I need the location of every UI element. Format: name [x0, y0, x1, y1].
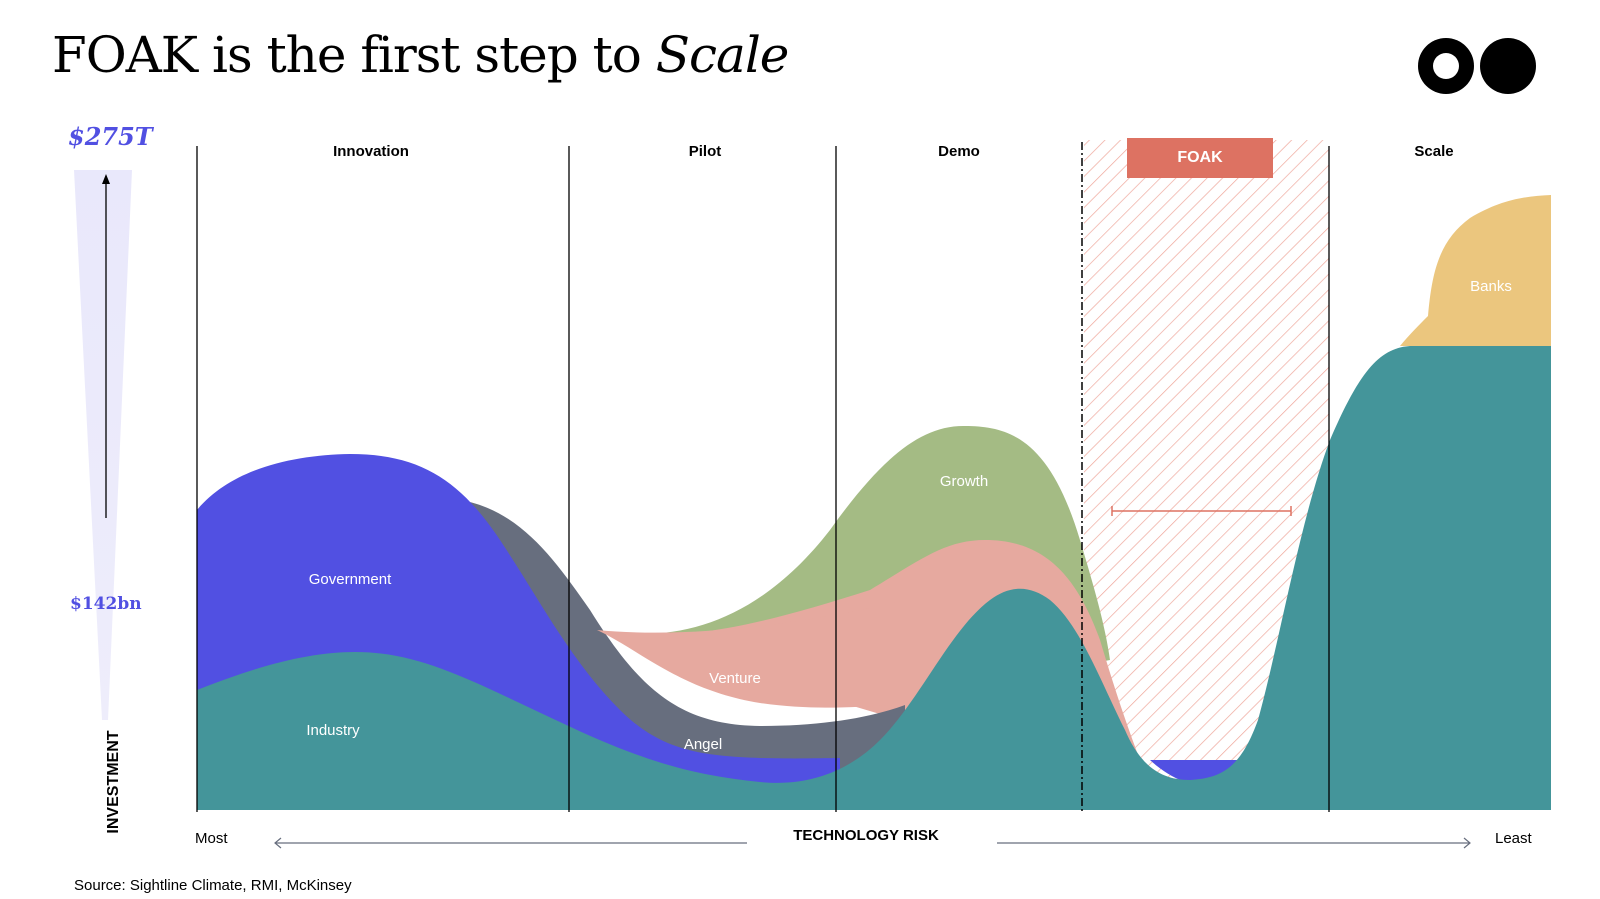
phase-innovation: Innovation	[333, 143, 409, 160]
y-axis-label: INVESTMENT	[105, 730, 122, 834]
label-venture: Venture	[709, 670, 761, 687]
title-text: FOAK is the first step to	[52, 26, 656, 84]
phase-demo: Demo	[938, 143, 980, 160]
label-angel: Angel	[683, 736, 723, 753]
label-growth: Growth	[939, 473, 989, 490]
page-title: FOAK is the first step to Scale	[52, 30, 789, 80]
x-axis-least: Least	[1495, 830, 1532, 847]
title-emphasis: Scale	[655, 26, 790, 84]
label-industry: Industry	[306, 722, 360, 739]
source-note: Source: Sightline Climate, RMI, McKinsey	[74, 877, 352, 894]
investment-top-value: $275T	[68, 122, 153, 151]
phase-scale: Scale	[1414, 143, 1454, 160]
arrow-head-icon	[102, 174, 110, 184]
ring-icon	[1418, 38, 1474, 94]
investment-lower-value: $142bn	[70, 594, 142, 614]
series-banks	[1400, 195, 1551, 346]
phase-pilot: Pilot	[688, 143, 722, 160]
series-venture-pilot	[597, 600, 905, 708]
two-circles-logo	[1418, 38, 1536, 94]
dot-icon	[1480, 38, 1536, 94]
phase-foak-badge: FOAK	[1127, 138, 1273, 178]
label-banks: Banks	[1470, 278, 1512, 295]
x-axis-title: TECHNOLOGY RISK	[793, 827, 939, 844]
investment-wedge	[74, 170, 132, 720]
x-axis-most: Most	[195, 830, 228, 847]
label-government: Government	[308, 571, 392, 588]
series-industry	[197, 346, 1551, 810]
